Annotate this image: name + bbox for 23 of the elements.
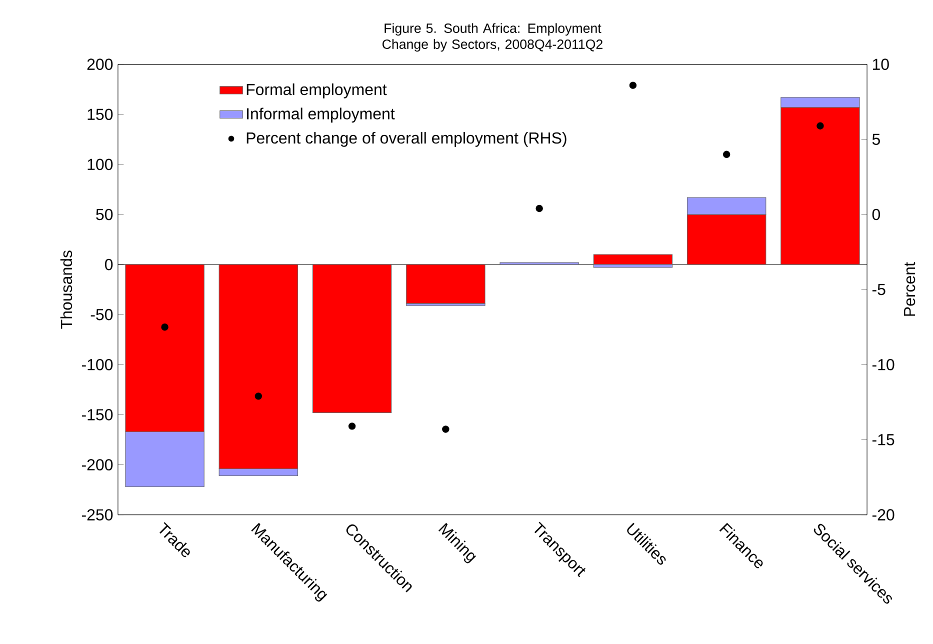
y-axis-title: Thousands [60, 250, 72, 329]
y2-tick-label: 5 [872, 134, 880, 146]
y-tick-label: -200 [82, 459, 113, 471]
legend-label: Informal employment [247, 108, 395, 123]
y2-tick-label: -20 [872, 509, 894, 521]
y-tick-label: 200 [87, 58, 113, 70]
y-tick-label: 50 [96, 208, 113, 220]
y-tick-label: -250 [82, 509, 113, 521]
legend-label: Formal employment [246, 84, 387, 98]
legend-label: Percent change of overall employment (RHS) [246, 132, 566, 147]
chart-title: Figure 5. South Africa: Employment Change by Sectors, 2008Q4-2011Q2 [382, 23, 602, 52]
y-tick-label: -50 [90, 309, 113, 320]
y2-tick-label: 0 [872, 208, 880, 220]
y2-axis-title: Percent [904, 262, 916, 316]
y-tick-label: 100 [88, 158, 113, 170]
y-tick-label: 0 [104, 258, 113, 270]
y2-tick-label: -5 [872, 284, 886, 296]
y-tick-label: -100 [82, 359, 113, 370]
y2-tick-label: -15 [872, 434, 894, 446]
y2-tick-label: -10 [872, 359, 894, 370]
y-tick-label: 150 [88, 108, 113, 120]
y2-tick-label: 10 [872, 58, 889, 70]
y-tick-label: -150 [82, 409, 113, 420]
